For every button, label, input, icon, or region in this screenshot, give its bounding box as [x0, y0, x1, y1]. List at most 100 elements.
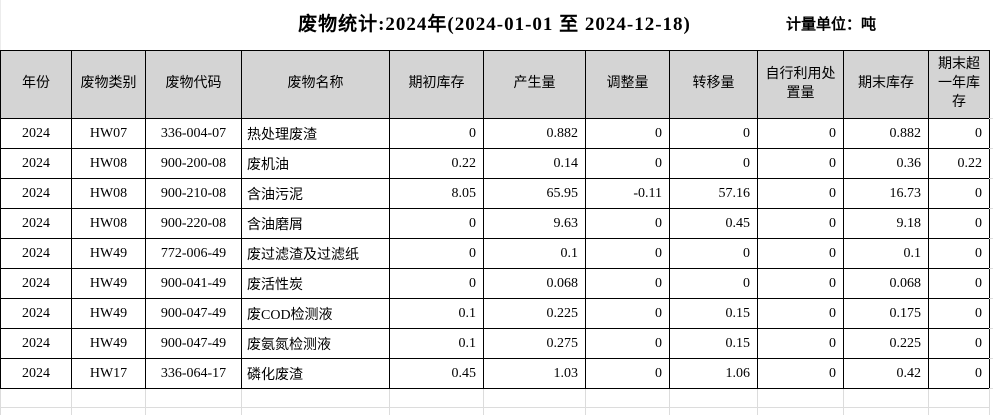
cell-category[interactable]: HW07	[71, 118, 146, 149]
cell-adjustment[interactable]: 0	[585, 328, 670, 359]
empty-cell[interactable]	[241, 407, 390, 415]
cell-name[interactable]: 磷化废渣	[241, 358, 390, 389]
cell-name[interactable]: 废COD检测液	[241, 298, 390, 329]
cell-code[interactable]: 336-004-07	[145, 118, 242, 149]
cell-year[interactable]: 2024	[0, 298, 72, 329]
cell-over-one-year[interactable]: 0	[928, 328, 990, 359]
cell-adjustment[interactable]: 0	[585, 208, 670, 239]
empty-cell[interactable]	[389, 407, 484, 415]
cell-name[interactable]: 含油污泥	[241, 178, 390, 209]
cell-year[interactable]: 2024	[0, 358, 72, 389]
column-header-transferred[interactable]: 转移量	[669, 50, 758, 119]
empty-cell[interactable]	[71, 407, 146, 415]
cell-category[interactable]: HW49	[71, 328, 146, 359]
cell-year[interactable]: 2024	[0, 268, 72, 299]
cell-opening-stock[interactable]: 0.1	[389, 328, 484, 359]
cell-closing-stock[interactable]: 0.42	[843, 358, 929, 389]
cell-closing-stock[interactable]: 16.73	[843, 178, 929, 209]
empty-cell[interactable]	[585, 389, 670, 408]
empty-cell[interactable]	[0, 407, 72, 415]
cell-category[interactable]: HW49	[71, 238, 146, 269]
cell-over-one-year[interactable]: 0	[928, 238, 990, 269]
cell-self-disposal[interactable]: 0	[757, 268, 844, 299]
cell-over-one-year[interactable]: 0	[928, 358, 990, 389]
cell-adjustment[interactable]: 0	[585, 268, 670, 299]
cell-code[interactable]: 900-210-08	[145, 178, 242, 209]
cell-transferred[interactable]: 0	[669, 238, 758, 269]
cell-over-one-year[interactable]: 0	[928, 118, 990, 149]
cell-adjustment[interactable]: 0	[585, 358, 670, 389]
cell-year[interactable]: 2024	[0, 208, 72, 239]
cell-adjustment[interactable]: 0	[585, 148, 670, 179]
cell-opening-stock[interactable]: 0	[389, 118, 484, 149]
column-header-code[interactable]: 废物代码	[145, 50, 242, 119]
cell-name[interactable]: 废活性炭	[241, 268, 390, 299]
cell-name[interactable]: 废过滤渣及过滤纸	[241, 238, 390, 269]
cell-transferred[interactable]: 0	[669, 148, 758, 179]
cell-self-disposal[interactable]: 0	[757, 238, 844, 269]
cell-transferred[interactable]: 0	[669, 118, 758, 149]
cell-generated[interactable]: 0.275	[483, 328, 586, 359]
cell-transferred[interactable]: 57.16	[669, 178, 758, 209]
empty-cell[interactable]	[843, 407, 929, 415]
cell-generated[interactable]: 0.882	[483, 118, 586, 149]
cell-year[interactable]: 2024	[0, 328, 72, 359]
empty-cell[interactable]	[757, 389, 844, 408]
empty-cell[interactable]	[145, 389, 242, 408]
empty-cell[interactable]	[585, 407, 670, 415]
cell-closing-stock[interactable]: 0.175	[843, 298, 929, 329]
cell-year[interactable]: 2024	[0, 178, 72, 209]
cell-name[interactable]: 含油磨屑	[241, 208, 390, 239]
cell-category[interactable]: HW49	[71, 268, 146, 299]
cell-self-disposal[interactable]: 0	[757, 358, 844, 389]
cell-transferred[interactable]: 0.45	[669, 208, 758, 239]
cell-self-disposal[interactable]: 0	[757, 208, 844, 239]
cell-transferred[interactable]: 0.15	[669, 328, 758, 359]
cell-self-disposal[interactable]: 0	[757, 328, 844, 359]
cell-code[interactable]: 900-047-49	[145, 298, 242, 329]
cell-code[interactable]: 900-220-08	[145, 208, 242, 239]
cell-transferred[interactable]: 0.15	[669, 298, 758, 329]
cell-opening-stock[interactable]: 0	[389, 268, 484, 299]
column-header-closing-stock[interactable]: 期末库存	[843, 50, 929, 119]
cell-closing-stock[interactable]: 0.1	[843, 238, 929, 269]
column-header-year[interactable]: 年份	[0, 50, 72, 119]
cell-over-one-year[interactable]: 0	[928, 298, 990, 329]
cell-opening-stock[interactable]: 0.22	[389, 148, 484, 179]
cell-generated[interactable]: 1.03	[483, 358, 586, 389]
cell-adjustment[interactable]: 0	[585, 298, 670, 329]
column-header-adjustment[interactable]: 调整量	[585, 50, 670, 119]
cell-code[interactable]: 900-047-49	[145, 328, 242, 359]
cell-over-one-year[interactable]: 0.22	[928, 148, 990, 179]
cell-transferred[interactable]: 1.06	[669, 358, 758, 389]
empty-cell[interactable]	[241, 389, 390, 408]
column-header-over-one-year[interactable]: 期末超一年库存	[928, 50, 990, 119]
empty-cell[interactable]	[669, 389, 758, 408]
cell-generated[interactable]: 0.225	[483, 298, 586, 329]
cell-self-disposal[interactable]: 0	[757, 118, 844, 149]
empty-cell[interactable]	[483, 389, 586, 408]
cell-self-disposal[interactable]: 0	[757, 178, 844, 209]
cell-generated[interactable]: 65.95	[483, 178, 586, 209]
cell-over-one-year[interactable]: 0	[928, 178, 990, 209]
cell-over-one-year[interactable]: 0	[928, 268, 990, 299]
cell-opening-stock[interactable]: 8.05	[389, 178, 484, 209]
cell-transferred[interactable]: 0	[669, 268, 758, 299]
cell-closing-stock[interactable]: 0.882	[843, 118, 929, 149]
cell-opening-stock[interactable]: 0	[389, 238, 484, 269]
cell-year[interactable]: 2024	[0, 238, 72, 269]
cell-over-one-year[interactable]: 0	[928, 208, 990, 239]
cell-category[interactable]: HW08	[71, 208, 146, 239]
cell-opening-stock[interactable]: 0	[389, 208, 484, 239]
cell-self-disposal[interactable]: 0	[757, 298, 844, 329]
cell-year[interactable]: 2024	[0, 148, 72, 179]
cell-name[interactable]: 热处理废渣	[241, 118, 390, 149]
empty-cell[interactable]	[483, 407, 586, 415]
cell-category[interactable]: HW08	[71, 148, 146, 179]
column-header-opening-stock[interactable]: 期初库存	[389, 50, 484, 119]
cell-opening-stock[interactable]: 0.1	[389, 298, 484, 329]
empty-cell[interactable]	[389, 389, 484, 408]
cell-category[interactable]: HW17	[71, 358, 146, 389]
cell-category[interactable]: HW49	[71, 298, 146, 329]
column-header-self-disposal[interactable]: 自行利用处置量	[757, 50, 844, 119]
